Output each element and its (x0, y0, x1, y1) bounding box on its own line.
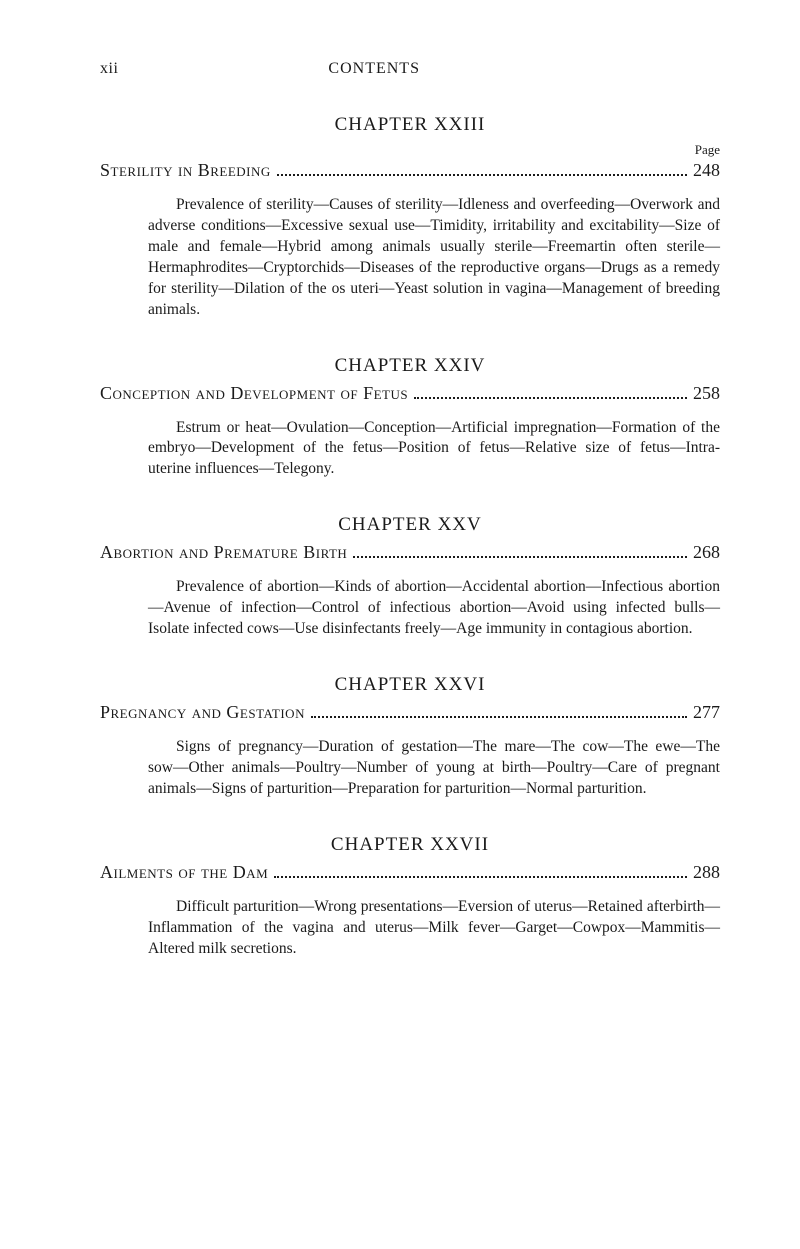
toc-title: Conception and Development of Fetus (100, 383, 408, 404)
page-number-roman: xii (100, 60, 118, 78)
contents-heading: CONTENTS (328, 60, 420, 78)
toc-dots (353, 556, 687, 558)
page-label: Page (100, 142, 720, 158)
toc-title: Abortion and Premature Birth (100, 542, 347, 563)
toc-title: Ailments of the Dam (100, 862, 268, 883)
chapter-block: CHAPTER XXV Abortion and Premature Birth 2… (100, 514, 720, 640)
toc-page-number: 268 (693, 542, 720, 563)
toc-page-number: 288 (693, 862, 720, 883)
toc-dots (414, 397, 687, 399)
toc-page-number: 277 (693, 702, 720, 723)
chapter-description: Signs of pregnancy—Duration of gestation… (148, 737, 720, 800)
toc-dots (274, 876, 687, 878)
chapter-heading: CHAPTER XXIII (100, 114, 720, 136)
chapter-block: CHAPTER XXIV Conception and Development o… (100, 355, 720, 481)
chapter-description: Estrum or heat—Ovulation—Conception—Arti… (148, 418, 720, 481)
page-header: xii CONTENTS (100, 60, 720, 78)
toc-dots (277, 174, 687, 176)
chapter-heading: CHAPTER XXV (100, 514, 720, 536)
toc-entry: Ailments of the Dam 288 (100, 862, 720, 883)
toc-entry: Sterility in Breeding 248 (100, 160, 720, 181)
chapter-block: CHAPTER XXVI Pregnancy and Gestation 277 Si… (100, 674, 720, 800)
toc-title: Pregnancy and Gestation (100, 702, 305, 723)
toc-page-number: 248 (693, 160, 720, 181)
toc-page-number: 258 (693, 383, 720, 404)
chapter-description: Difficult parturition—Wrong presentation… (148, 897, 720, 960)
chapter-block: CHAPTER XXIII Page Sterility in Breeding 24… (100, 114, 720, 321)
chapters-list: CHAPTER XXIII Page Sterility in Breeding 24… (100, 114, 720, 960)
toc-entry: Abortion and Premature Birth 268 (100, 542, 720, 563)
toc-entry: Pregnancy and Gestation 277 (100, 702, 720, 723)
chapter-description: Prevalence of sterility—Causes of steril… (148, 195, 720, 321)
chapter-heading: CHAPTER XXVII (100, 834, 720, 856)
chapter-description: Prevalence of abortion—Kinds of abortion… (148, 577, 720, 640)
toc-title: Sterility in Breeding (100, 160, 271, 181)
toc-dots (311, 716, 687, 718)
chapter-block: CHAPTER XXVII Ailments of the Dam 288 Diffi… (100, 834, 720, 960)
chapter-heading: CHAPTER XXVI (100, 674, 720, 696)
toc-entry: Conception and Development of Fetus 258 (100, 383, 720, 404)
chapter-heading: CHAPTER XXIV (100, 355, 720, 377)
